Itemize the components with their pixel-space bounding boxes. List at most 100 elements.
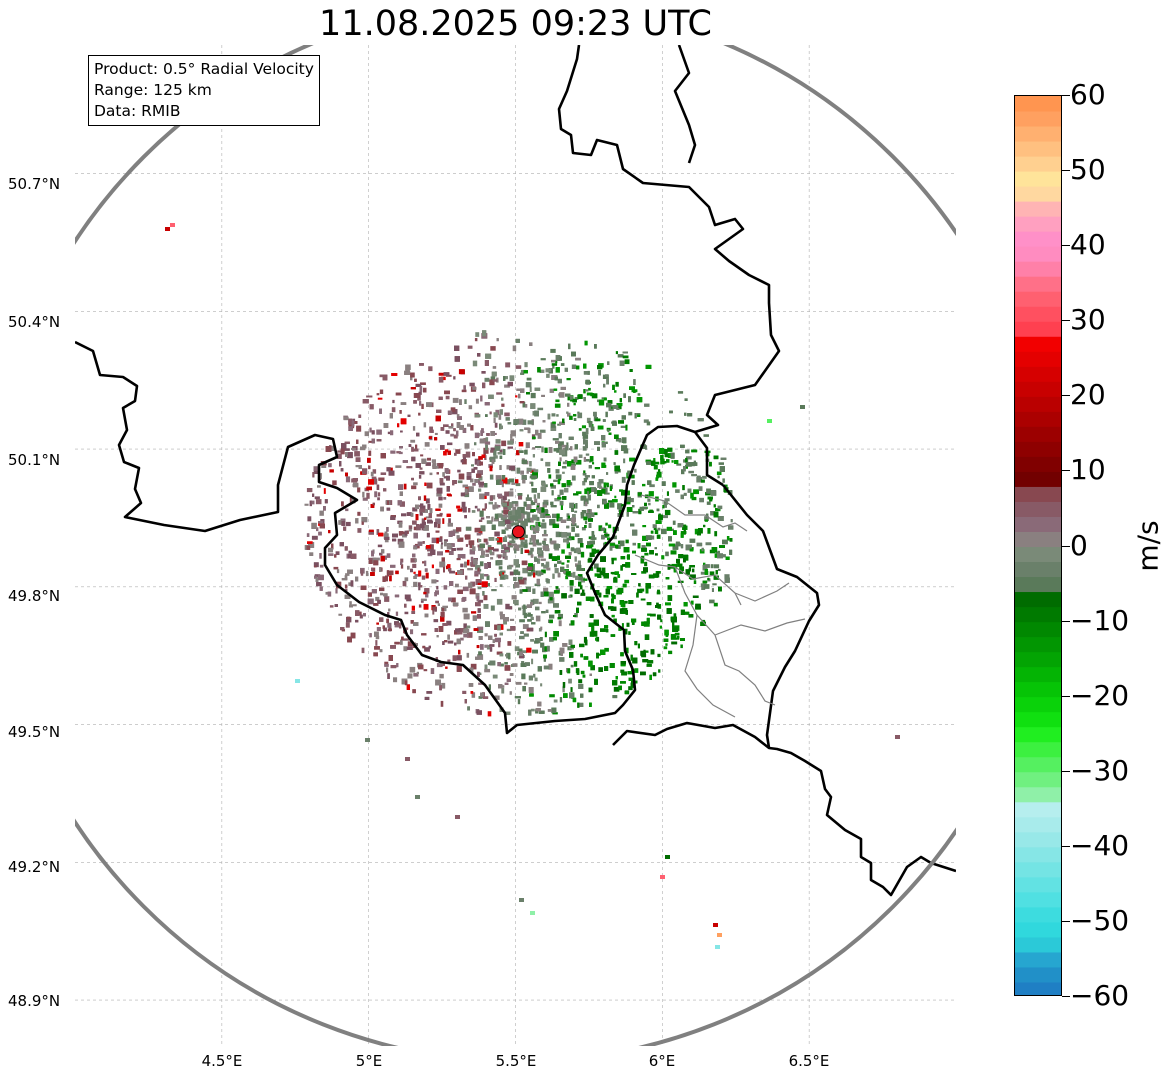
echo-pixel (631, 480, 635, 485)
echo-pixel (369, 427, 372, 433)
echo-pixel (555, 360, 558, 364)
echo-pixel (378, 477, 385, 481)
echo-pixel (530, 534, 536, 541)
echo-pixel (458, 473, 465, 480)
echo-pixel (541, 509, 548, 512)
echo-pixel (319, 564, 324, 568)
echo-pixel (387, 431, 392, 435)
echo-pixel (410, 512, 414, 517)
echo-pixel (580, 496, 587, 501)
echo-pixel (419, 401, 422, 406)
echo-pixel (384, 538, 389, 543)
echo-pixel (624, 579, 630, 584)
echo-pixel (555, 469, 560, 474)
echo-pixel (457, 480, 463, 484)
echo-pixel (683, 524, 687, 530)
echo-pixel (434, 437, 438, 441)
echo-pixel (323, 488, 326, 494)
echo-pixel (642, 506, 647, 510)
echo-pixel (530, 403, 536, 409)
radar-map[interactable] (75, 45, 956, 1046)
echo-pixel (625, 501, 631, 505)
echo-pixel (620, 669, 625, 673)
echo-pixel (436, 472, 439, 475)
echo-pixel (520, 541, 525, 546)
echo-pixel (497, 505, 501, 508)
echo-pixel (545, 561, 550, 568)
echo-pixel (463, 628, 470, 634)
echo-pixel (447, 543, 453, 546)
echo-pixel (646, 461, 651, 465)
echo-pixel (609, 502, 615, 508)
echo-pixel (675, 489, 680, 493)
echo-pixel (423, 604, 429, 610)
echo-pixel (569, 580, 574, 586)
echo-pixel (512, 506, 517, 512)
echo-pixel (637, 414, 641, 417)
echo-pixel (493, 417, 496, 423)
echo-pixel (425, 498, 430, 504)
echo-pixel (524, 518, 528, 523)
echo-pixel (368, 529, 374, 532)
echo-pixel (524, 549, 530, 553)
echo-pixel (494, 695, 500, 700)
echo-pixel (713, 564, 720, 569)
echo-pixel (717, 516, 724, 521)
echo-pixel (648, 491, 654, 497)
echo-pixel (494, 513, 499, 520)
echo-pixel (466, 652, 470, 658)
echo-pixel (496, 598, 503, 605)
echo-pixel (464, 443, 470, 449)
echo-pixel (575, 575, 580, 580)
echo-pixel (550, 426, 557, 431)
echo-pixel (511, 482, 516, 485)
echo-pixel (626, 507, 633, 512)
echo-pixel (685, 462, 692, 467)
echo-pixel (451, 423, 454, 427)
echo-pixel (306, 533, 310, 537)
echo-pixel (474, 432, 480, 439)
echo-pixel (553, 388, 558, 391)
echo-pixel (361, 521, 364, 525)
echo-pixel (682, 485, 685, 491)
echo-pixel (489, 551, 495, 556)
echo-pixel (477, 630, 484, 633)
echo-pixel (613, 578, 618, 583)
echo-pixel (448, 426, 454, 429)
echo-pixel (665, 602, 671, 606)
echo-pixel (637, 588, 643, 594)
echo-pixel (534, 410, 539, 417)
echo-pixel (428, 513, 432, 519)
echo-pixel (502, 522, 505, 527)
echo-pixel (406, 684, 410, 690)
echo-pixel (522, 419, 527, 425)
echo-pixel (386, 467, 391, 472)
echo-pixel (507, 641, 512, 646)
echo-pixel (543, 501, 547, 505)
echo-pixel (379, 408, 382, 414)
echo-pixel (447, 522, 453, 527)
echo-pixel (685, 465, 688, 469)
echo-pixel (376, 529, 380, 535)
echo-pixel (601, 489, 606, 494)
echo-pixel (637, 543, 641, 549)
echo-pixel (722, 539, 728, 545)
echo-pixel (512, 345, 517, 352)
echo-pixel (588, 518, 593, 522)
echo-pixel (661, 481, 666, 486)
echo-pixel (554, 568, 559, 574)
echo-pixel (541, 563, 544, 567)
echo-pixel (631, 618, 637, 623)
echo-pixel (600, 527, 605, 531)
echo-pixel (372, 567, 376, 572)
echo-pixel (721, 554, 726, 558)
echo-pixel (555, 474, 562, 479)
echo-pixel (501, 403, 505, 407)
echo-pixel (455, 449, 461, 454)
echo-pixel (552, 421, 556, 424)
echo-pixel (551, 363, 558, 366)
echo-pixel (709, 571, 715, 576)
echo-pixel (380, 506, 384, 512)
echo-pixel (574, 510, 578, 513)
echo-pixel (675, 541, 680, 544)
